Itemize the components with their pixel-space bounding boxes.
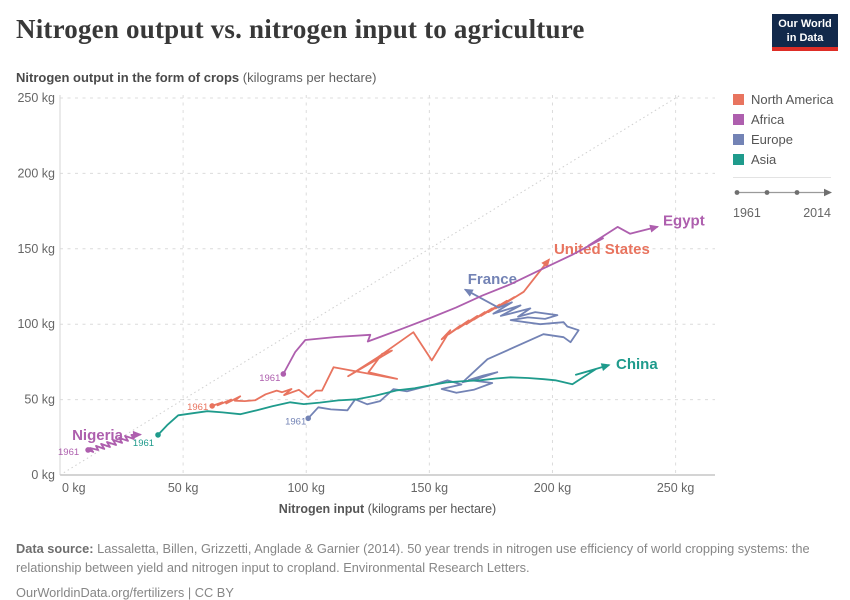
legend-swatch-africa — [733, 114, 744, 125]
legend-swatch-asia — [733, 154, 744, 165]
footer-attribution: OurWorldinData.org/fertilizers | CC BY — [16, 584, 834, 600]
legend-item-europe[interactable]: Europe — [733, 132, 837, 147]
y-axis-caption-unit: (kilograms per hectare) — [239, 70, 377, 85]
timeline-start-year: 1961 — [733, 206, 761, 220]
series-name-label-nigeria[interactable]: Nigeria — [72, 427, 124, 444]
y-tick-label-150: 150 kg — [17, 242, 55, 256]
y-tick-label-200: 200 kg — [17, 166, 55, 180]
start-year-label-china: 1961 — [133, 438, 154, 449]
chart-footer: Data source: Lassaletta, Billen, Grizzet… — [0, 537, 850, 600]
y-tick-label-250: 250 kg — [17, 91, 55, 105]
data-source-note: Data source: Lassaletta, Billen, Grizzet… — [16, 540, 834, 577]
plot-svg: 0 kg 50 kg 100 kg 150 kg 200 kg 250 kg 0 kg 50 … — [17, 91, 715, 516]
legend-item-africa[interactable]: Africa — [733, 112, 837, 127]
legend-label-africa: Africa — [751, 112, 785, 127]
end-arrow-icon-egypt — [649, 224, 660, 233]
license-badge: CC BY — [194, 585, 234, 600]
y-axis-caption: Nitrogen output in the form of crops (ki… — [0, 64, 850, 85]
end-arrow-icon-china — [600, 363, 611, 371]
start-dot-nigeria — [85, 447, 91, 453]
start-dot-france — [305, 415, 312, 422]
timeline-end-year: 2014 — [803, 206, 831, 220]
timeline-dot-mid2 — [794, 190, 800, 195]
legend-label-north-america: North America — [751, 92, 834, 107]
x-tick-label-150: 150 kg — [411, 481, 449, 495]
series-united-states: United States 1961 — [187, 241, 650, 413]
legend-swatch-north-america — [733, 94, 744, 105]
end-arrow-icon-france — [463, 288, 474, 297]
x-tick-label-100: 100 kg — [287, 481, 325, 495]
legend-item-asia[interactable]: Asia — [733, 152, 837, 167]
owid-logo-line1: Our World — [778, 18, 832, 30]
series-egypt: Egypt 1961 — [259, 213, 704, 384]
start-dot-united-states — [209, 403, 215, 409]
y-axis-caption-bold: Nitrogen output in the form of crops — [16, 70, 240, 85]
end-arrow-icon-nigeria — [132, 430, 142, 439]
legend-swatch-europe — [733, 134, 744, 145]
series-name-label-china[interactable]: China — [616, 356, 658, 373]
start-year-label-united-states: 1961 — [187, 402, 208, 413]
series-line-nigeria[interactable] — [87, 433, 141, 453]
start-year-label-egypt: 1961 — [259, 373, 280, 384]
series-nigeria: Nigeria 1961 — [58, 427, 142, 458]
y-tick-label-0: 0 kg — [31, 468, 55, 482]
series-france: France 1961 — [285, 271, 580, 427]
x-tick-label-250: 250 kg — [657, 481, 695, 495]
owid-logo-line2: in Data — [786, 32, 824, 45]
legend-divider — [733, 177, 831, 178]
footer-separator: | — [184, 585, 195, 600]
series-line-united-states[interactable] — [211, 258, 550, 407]
legend: North America Africa Europe Asia 1961 2014 — [733, 92, 837, 220]
chart-area: 0 kg 50 kg 100 kg 150 kg 200 kg 250 kg 0 kg 50 … — [0, 87, 850, 537]
y-tick-label-50: 50 kg — [24, 393, 55, 407]
timeline-arrowhead-icon — [824, 188, 832, 197]
legend-label-europe: Europe — [751, 132, 793, 147]
series-line-china[interactable] — [157, 364, 610, 436]
legend-item-north-america[interactable]: North America — [733, 92, 837, 107]
x-tick-label-200: 200 kg — [534, 481, 572, 495]
timeline-dot-start — [734, 190, 740, 195]
x-tick-label-0: 0 kg — [62, 481, 86, 495]
y-tick-label-100: 100 kg — [17, 317, 55, 331]
series-name-label-egypt[interactable]: Egypt — [663, 213, 705, 230]
series-china: China 1961 — [133, 356, 658, 449]
owid-logo[interactable]: Our World in Data — [772, 14, 838, 51]
timeline-labels: 1961 2014 — [733, 206, 831, 220]
series-name-label-united-states[interactable]: United States — [554, 241, 650, 258]
diagonal-reference-line — [59, 94, 681, 476]
start-year-label-nigeria: 1961 — [58, 447, 79, 458]
series-line-egypt[interactable] — [282, 226, 658, 375]
timeline-arrow — [734, 188, 832, 197]
timeline-dot-mid1 — [764, 190, 770, 195]
start-year-label-france: 1961 — [285, 416, 306, 427]
legend-items: North America Africa Europe Asia — [733, 92, 837, 167]
page-title: Nitrogen output vs. nitrogen input to ag… — [16, 14, 585, 44]
owid-url-link[interactable]: OurWorldinData.org/fertilizers — [16, 585, 185, 600]
data-source-label: Data source: — [16, 541, 94, 556]
start-dot-china — [155, 432, 161, 438]
start-dot-egypt — [280, 371, 287, 377]
data-source-text: Lassaletta, Billen, Grizzetti, Anglade &… — [16, 541, 810, 575]
x-tick-label-50: 50 kg — [168, 481, 199, 495]
series-name-label-france[interactable]: France — [468, 271, 517, 288]
chart-header: Nitrogen output vs. nitrogen input to ag… — [0, 0, 850, 64]
x-axis-title: Nitrogen input (kilograms per hectare) — [279, 502, 496, 516]
legend-label-asia: Asia — [751, 152, 777, 167]
